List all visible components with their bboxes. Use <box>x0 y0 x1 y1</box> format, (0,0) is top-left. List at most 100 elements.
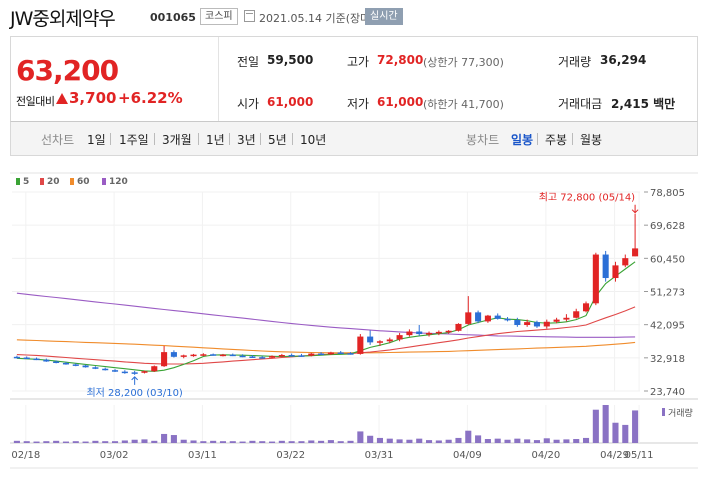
volume-value: 36,294 <box>600 53 647 67</box>
volume-bar <box>190 440 197 443</box>
candle-body <box>425 332 433 335</box>
period-1d[interactable]: 1일 <box>87 133 106 147</box>
open-label: 시가 <box>237 97 260 111</box>
candle-body <box>200 354 207 356</box>
stock-code: 001065 <box>150 11 196 24</box>
current-price: 63,200 <box>16 54 119 87</box>
volume-bar <box>357 431 364 443</box>
market-badge: 코스피 <box>200 8 238 25</box>
candle-body <box>72 364 79 366</box>
candle-body <box>416 331 423 335</box>
low-arrow <box>131 376 139 385</box>
volume-bar <box>268 441 276 443</box>
y-tick-label: 32,918 <box>650 354 685 365</box>
candle-body <box>406 331 413 336</box>
candle-body <box>573 311 580 318</box>
candle-body <box>259 357 266 359</box>
low-annotation: 최저 28,200 (03/10) <box>86 387 182 399</box>
candle-body <box>563 317 570 320</box>
volume-bar <box>337 441 344 443</box>
candle-body <box>53 361 60 364</box>
volume-bar <box>82 441 89 443</box>
line-chart-label: 선차트 <box>41 133 75 147</box>
candle-body <box>582 303 590 312</box>
x-tick-label: 04/29 <box>600 450 629 461</box>
turnover-label: 거래대금 <box>558 97 603 111</box>
candle-body <box>475 312 482 322</box>
candle-body <box>347 353 354 355</box>
volume-bar <box>72 441 79 443</box>
y-tick-label: 60,450 <box>650 254 685 265</box>
period-1w[interactable]: 1주일 <box>119 133 149 147</box>
period-5y[interactable]: 5년 <box>268 133 287 147</box>
volume-legend-swatch <box>662 408 665 416</box>
x-tick-label: 05/11 <box>625 450 654 461</box>
change-label: 전일대비 <box>16 95 55 108</box>
y-tick-label: 42,095 <box>650 321 685 332</box>
candle-chart-label: 봉차트 <box>466 133 500 147</box>
volume-bar <box>376 437 384 443</box>
volume-bar <box>582 437 590 443</box>
candle-body <box>455 323 462 331</box>
volume-bar <box>318 440 325 443</box>
volume-bar <box>455 437 462 443</box>
volume-bar <box>23 441 30 443</box>
candle-body <box>367 336 374 343</box>
legend-swatch <box>40 178 44 185</box>
high-label: 고가 <box>347 55 370 69</box>
quote-summary: 63,200 전일대비 3,700 +6.22% 전일 59,500 고가 72… <box>10 36 698 122</box>
candle-monthly[interactable]: 월봉 <box>580 133 603 147</box>
period-3y[interactable]: 3년 <box>237 133 256 147</box>
volume-bar <box>180 439 187 443</box>
candle-body <box>543 321 550 327</box>
candle-body <box>612 265 619 279</box>
realtime-button[interactable]: 실시간 <box>365 8 403 25</box>
candle-body <box>632 248 639 257</box>
candle-body <box>288 355 295 357</box>
volume-bar <box>131 439 138 443</box>
change-rate: +6.22% <box>118 89 183 107</box>
volume-bar <box>259 441 266 443</box>
candle-body <box>622 258 629 266</box>
volume-label: 거래량 <box>558 55 592 69</box>
volume-bar <box>396 439 403 443</box>
x-tick-label: 03/02 <box>100 450 129 461</box>
period-10y[interactable]: 10년 <box>300 133 327 147</box>
x-tick-label: 04/09 <box>453 450 482 461</box>
candle-body <box>180 355 187 357</box>
candle-body <box>131 372 138 374</box>
candle-body <box>524 322 531 326</box>
volume-bar <box>573 439 580 443</box>
volume-bar <box>494 438 501 443</box>
candle-body <box>386 339 393 342</box>
candle-body <box>278 355 285 357</box>
volume-bar <box>425 440 433 443</box>
volume-bar <box>161 433 168 443</box>
up-arrow-icon <box>56 93 68 104</box>
volume-bar <box>141 439 148 443</box>
x-tick-label: 03/22 <box>276 450 305 461</box>
volume-bar <box>111 441 119 443</box>
candle-body <box>111 370 119 372</box>
x-tick-label: 02/18 <box>11 450 40 461</box>
candle-daily[interactable]: 일봉 <box>511 133 534 147</box>
candle-body <box>210 354 217 356</box>
legend-swatch <box>16 178 20 185</box>
candle-weekly[interactable]: 주봉 <box>545 133 568 147</box>
turnover-value: 2,415 백만 <box>611 97 676 111</box>
volume-bar <box>121 440 128 443</box>
lower-limit: (하한가 41,700) <box>423 98 504 111</box>
volume-bar <box>298 441 305 443</box>
open-value: 61,000 <box>267 95 314 109</box>
y-tick-label: 23,740 <box>650 387 685 398</box>
volume-bar <box>278 440 285 443</box>
volume-bar <box>514 438 521 443</box>
volume-bar <box>435 440 442 443</box>
volume-bar <box>239 441 246 443</box>
low-label: 저가 <box>347 97 370 111</box>
stock-name: JW중외제약우 <box>10 8 116 30</box>
period-3m[interactable]: 3개월 <box>162 133 192 147</box>
volume-bar <box>13 440 20 443</box>
period-1y[interactable]: 1년 <box>206 133 225 147</box>
